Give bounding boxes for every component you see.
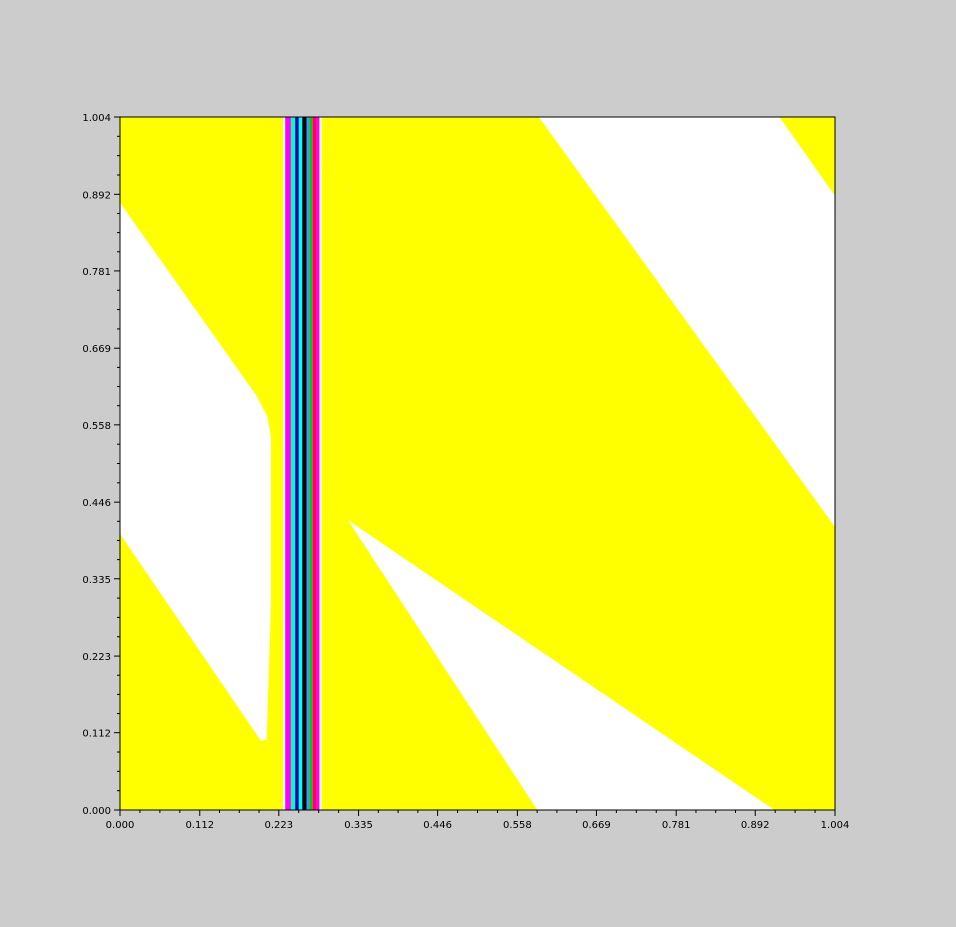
y-tick-label-9: 1.004 — [82, 113, 111, 124]
x-axis: 0.000 0.112 0.223 0.335 0.446 0.558 0.669 0.781… — [106, 810, 850, 831]
x-tick-label-2: 0.223 — [264, 820, 293, 831]
y-tick-label-6: 0.669 — [82, 344, 111, 355]
vertical-color-bands — [285, 117, 320, 810]
y-tick-label-7: 0.781 — [82, 267, 111, 278]
heatmap-region-3 — [321, 154, 538, 811]
color-band-6 — [302, 117, 307, 810]
color-band-8 — [309, 117, 313, 810]
color-band-5 — [298, 117, 303, 810]
x-tick-label-8: 0.892 — [741, 820, 770, 831]
color-band-1 — [285, 117, 291, 810]
y-tick-label-1: 0.112 — [82, 729, 111, 740]
y-tick-label-4: 0.446 — [82, 498, 111, 509]
x-tick-label-6: 0.669 — [582, 820, 611, 831]
x-tick-label-4: 0.446 — [423, 820, 452, 831]
x-tick-label-1: 0.112 — [185, 820, 214, 831]
x-tick-label-9: 1.004 — [821, 820, 850, 831]
color-band-9 — [312, 117, 317, 810]
color-band-2 — [290, 117, 292, 810]
y-tick-label-8: 0.892 — [82, 190, 111, 201]
heatmap-regions — [120, 117, 835, 811]
y-tick-label-2: 0.223 — [82, 652, 111, 663]
color-band-10 — [316, 117, 320, 810]
heatmap-region-2 — [321, 117, 835, 810]
x-tick-label-7: 0.781 — [662, 820, 691, 831]
plot-area — [119, 116, 836, 811]
y-tick-label-3: 0.335 — [82, 575, 111, 586]
y-axis: 0.000 0.112 0.223 0.335 0.446 0.558 0.669 0.781… — [82, 113, 120, 817]
y-tick-label-5: 0.558 — [82, 421, 111, 432]
color-band-4 — [295, 117, 299, 810]
x-tick-label-0: 0.000 — [106, 820, 135, 831]
x-tick-label-3: 0.335 — [344, 820, 373, 831]
heatmap-region-1 — [120, 117, 284, 810]
x-tick-label-5: 0.558 — [503, 820, 532, 831]
y-tick-label-0: 0.000 — [82, 806, 111, 817]
heatmap-region-4 — [779, 117, 835, 196]
color-band-3 — [290, 117, 296, 810]
color-band-7 — [306, 117, 310, 810]
